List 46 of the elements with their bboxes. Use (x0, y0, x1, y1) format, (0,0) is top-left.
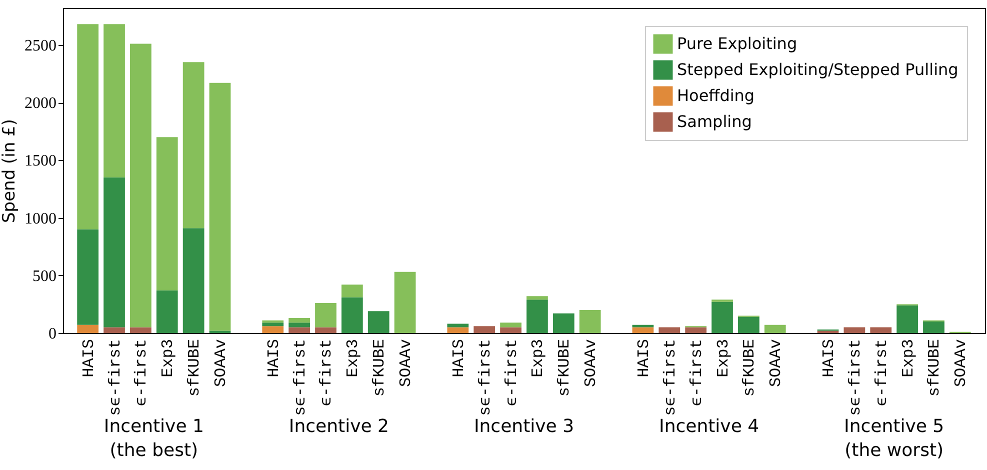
y-tick-label: 2000 (24, 95, 56, 112)
x-tick-label: sfKUBE (926, 339, 944, 397)
y-tick-label: 0 (48, 326, 56, 342)
text: Incentive 5 (the worst) (844, 416, 944, 461)
x-tick-label: sϵ-first (476, 339, 494, 416)
x-tick-label: HAIS (80, 339, 98, 378)
x-tick-label: Exp3 (714, 339, 732, 378)
legend-label: Hoeffding (677, 86, 755, 105)
x-tick-label: sfKUBE (370, 339, 389, 397)
y-tick-label: 500 (32, 268, 56, 285)
x-tick-label: sϵ-first (661, 339, 680, 416)
x-tick-label: Exp3 (529, 339, 548, 378)
x-tick-label: SOAAv (397, 338, 416, 388)
y-tick-label: 1000 (24, 210, 56, 228)
x-tick-label: Exp3 (159, 339, 178, 378)
x-tick-label: Exp3 (344, 339, 362, 378)
x-tick-label: SOAAv (952, 338, 970, 388)
x-tick-label: ϵ-first (872, 339, 891, 406)
x-tick-label: HAIS (450, 339, 468, 378)
x-tick-label: Exp3 (899, 339, 918, 378)
x-tick-label: sfKUBE (740, 339, 759, 397)
y-tick-label: 2500 (24, 37, 56, 54)
x-tick-label: sϵ-first (291, 339, 310, 416)
x-tick-label: ϵ-first (688, 339, 706, 406)
x-tick-label: sfKUBE (186, 339, 204, 397)
x-tick-label: HAIS (820, 339, 838, 378)
x-tick-label: sϵ-first (846, 339, 864, 416)
legend-label: Sampling (677, 112, 752, 131)
x-tick-label: sϵ-first (106, 339, 124, 416)
legend-label: Pure Exploiting (677, 34, 798, 53)
x-tick-label: ϵ-first (502, 339, 521, 406)
x-tick-label: ϵ-first (132, 339, 151, 406)
x-tick-label: ϵ-first (318, 339, 336, 406)
x-tick-label: SOAAv (582, 338, 600, 388)
x-tick-label: sfKUBE (556, 339, 574, 397)
y-axis-title: Spend (in £) (0, 119, 20, 223)
text: Incentive 2 (288, 416, 389, 437)
legend-label: Stepped Exploiting/Stepped Pulling (677, 60, 958, 79)
x-tick-label: HAIS (634, 339, 653, 378)
text: Incentive 1 (the best) (104, 416, 204, 461)
x-tick-label: SOAAv (767, 338, 786, 388)
x-tick-label: SOAAv (212, 338, 230, 388)
x-tick-label: HAIS (264, 339, 283, 378)
y-tick-label: 1500 (24, 152, 56, 170)
text: Incentive 3 (474, 416, 574, 437)
text: Incentive 4 (659, 416, 760, 437)
